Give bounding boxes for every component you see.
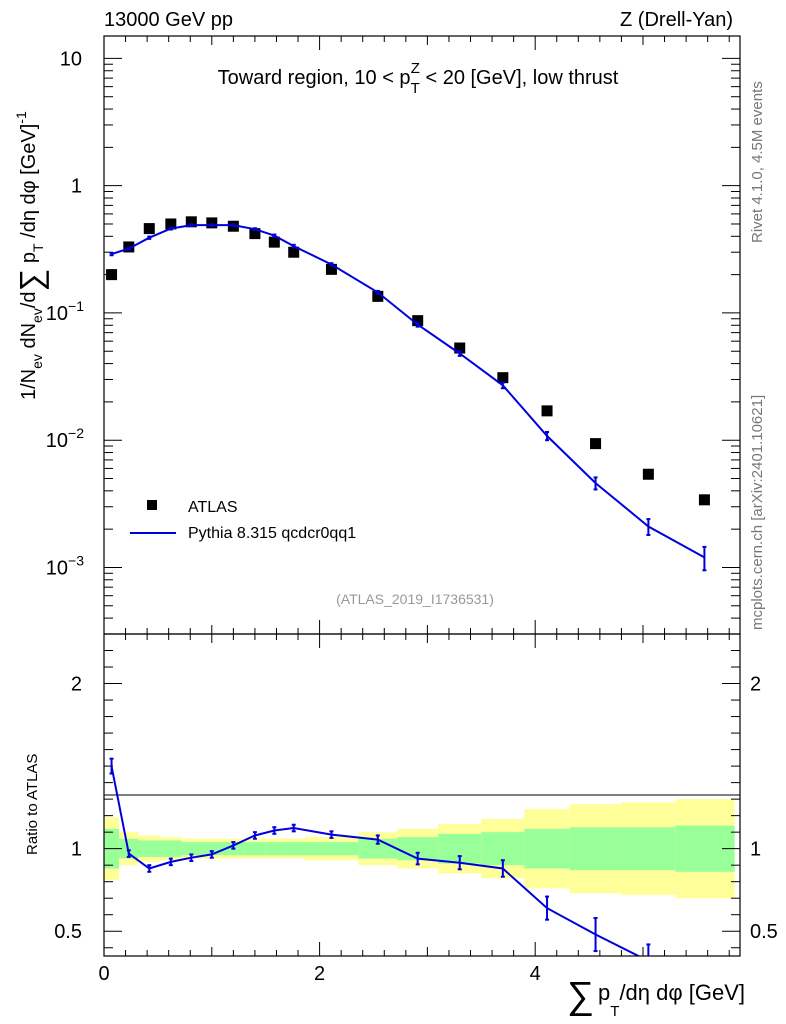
x-tick-label: 2 (314, 963, 325, 985)
y-axis-label: 1/Nev dNev/d∑ pT /dη dφ [GeV]-1 (13, 111, 49, 400)
main-ticks: 10 1 10−1 10−2 10−3 (46, 36, 740, 635)
atlas-point (325, 263, 337, 275)
y-tick-label: 10 (60, 48, 82, 70)
ratio-band-inner (524, 828, 570, 869)
ratio-band-inner (621, 827, 676, 871)
main-frame (103, 35, 741, 635)
main-panel: 10 1 10−1 10−2 10−3 Toward region, 10 < pTZ … (13, 35, 741, 635)
header-process: Z (Drell-Yan) (620, 9, 733, 31)
atlas-point (143, 223, 155, 235)
atlas-point (541, 405, 553, 417)
y-tick-label: 1 (71, 176, 82, 198)
atlas-point (590, 438, 602, 450)
ratio-tick-label: 0.5 (54, 921, 82, 943)
ratio-tick-label-right: 2 (750, 674, 761, 696)
ratio-band-inner (265, 842, 283, 856)
ratio-band-inner (282, 842, 305, 856)
atlas-point (206, 217, 218, 229)
chart-title: Toward region, 10 < pTZ < 20 [GeV], low … (218, 60, 619, 97)
legend: ATLAS Pythia 8.315 qcdcr0qq1 (130, 499, 356, 542)
y-tick-label: 10−3 (46, 552, 84, 579)
atlas-point (372, 290, 384, 302)
source-url: mcplots.cern.ch [arXiv:2401.10621] (749, 395, 766, 630)
ratio-band-inner (160, 840, 182, 857)
main-data (106, 216, 710, 572)
x-tick-label: 4 (530, 963, 541, 985)
atlas-point (497, 372, 509, 384)
ratio-tick-label-right: 1 (750, 839, 761, 861)
y-tick-label: 10−2 (46, 425, 84, 452)
ratio-band-inner (244, 842, 266, 856)
atlas-point (454, 342, 466, 354)
ratio-ticks: 2 2 1 1 0.5 0.5 (54, 634, 778, 956)
atlas-point (165, 218, 177, 230)
atlas-point (412, 315, 424, 327)
ratio-panel: 2 2 1 1 0.5 0.5 Ratio to ATLAS (24, 633, 778, 957)
ratio-band-inner (181, 842, 202, 856)
atlas-point (249, 228, 261, 240)
atlas-point (185, 216, 197, 228)
atlas-point (268, 236, 280, 248)
atlas-point (642, 468, 654, 480)
atlas-point (698, 494, 710, 506)
atlas-point (288, 246, 300, 258)
analysis-id: (ATLAS_2019_I1736531) (336, 591, 494, 607)
atlas-point (106, 269, 118, 281)
ratio-band-inner (569, 827, 622, 871)
ratio-tick-label: 2 (71, 674, 82, 696)
legend-label-atlas: ATLAS (188, 499, 238, 516)
ratio-band-inner (138, 840, 161, 857)
x-axis-label: ∑ pT/dη dφ [GeV] (567, 975, 745, 1020)
ratio-data (109, 757, 651, 956)
ratio-tick-label: 1 (71, 839, 82, 861)
ratio-bands (104, 799, 735, 899)
legend-label-pythia: Pythia 8.315 qcdcr0qq1 (188, 525, 356, 542)
x-tick-labels: 0 2 4 (98, 963, 540, 985)
x-tick-label: 0 (98, 963, 109, 985)
legend-marker-atlas (147, 500, 157, 510)
ratio-frame (103, 633, 741, 957)
ratio-y-label: Ratio to ATLAS (24, 754, 41, 855)
rivet-version: Rivet 4.1.0, 4.5M events (749, 81, 766, 243)
ratio-tick-label-right: 0.5 (750, 921, 778, 943)
ratio-band-inner (304, 842, 359, 856)
header-energy: 13000 GeV pp (104, 9, 233, 31)
y-tick-label: 10−1 (46, 298, 84, 325)
